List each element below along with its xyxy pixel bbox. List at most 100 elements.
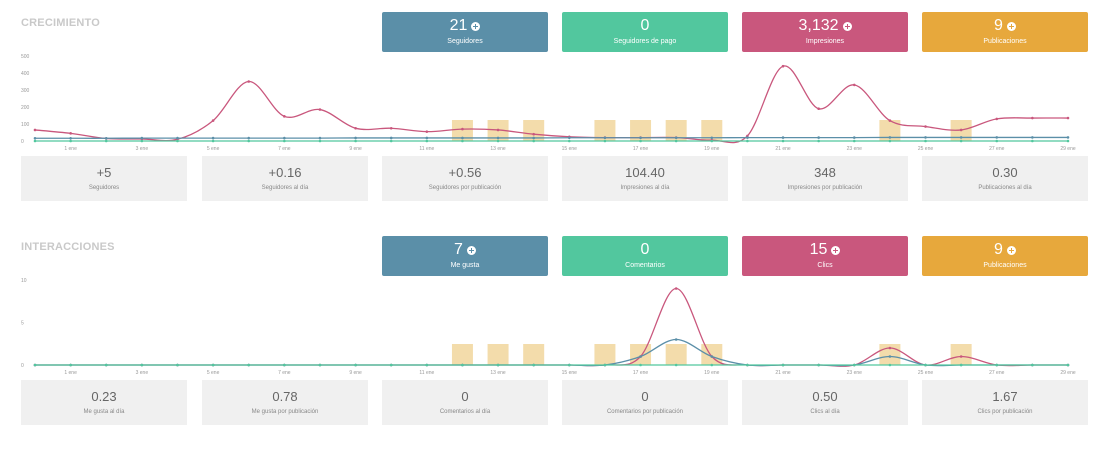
- x-tick-label: 17 ene: [633, 370, 649, 376]
- series-point: [389, 126, 393, 130]
- series-point: [603, 136, 607, 140]
- series-point: [318, 108, 322, 111]
- series-point: [33, 128, 37, 132]
- kpi-me-gusta[interactable]: 7 Me gusta: [382, 236, 548, 276]
- plus-circle-icon[interactable]: [1006, 245, 1016, 255]
- series-point: [568, 363, 571, 367]
- plus-circle-icon[interactable]: [1006, 21, 1016, 31]
- plus-circle-icon[interactable]: [466, 245, 476, 255]
- kpi-label: Seguidores de pago: [613, 38, 677, 45]
- series-point: [532, 139, 535, 143]
- series-point: [888, 355, 892, 358]
- series-point: [532, 136, 535, 140]
- series-point: [959, 363, 963, 367]
- post-bar: [451, 120, 473, 141]
- x-tick-label: 7 ene: [278, 370, 291, 376]
- kpi-value: 9: [994, 241, 1003, 258]
- series-point: [104, 136, 108, 140]
- stat-label: Impresiones al día: [620, 185, 670, 191]
- x-tick-label: 17 ene: [633, 146, 649, 152]
- post-bar: [630, 120, 652, 141]
- kpi-clics[interactable]: 15 Clics: [742, 236, 908, 276]
- stat-label: Me gusta al día: [83, 409, 125, 415]
- kpi-label: Impresiones: [805, 38, 845, 45]
- series-point: [674, 338, 678, 341]
- series-point: [746, 136, 749, 139]
- x-tick-label: 21 ene: [775, 146, 791, 152]
- stat-value: 1.67: [992, 389, 1018, 404]
- plus-circle-icon[interactable]: [842, 21, 852, 31]
- kpi-publicaciones[interactable]: 9 Publicaciones: [922, 12, 1088, 52]
- series-point: [852, 136, 856, 139]
- stat-value: 0: [461, 389, 469, 404]
- x-tick-label: 9 ene: [349, 146, 362, 152]
- kpi-seguidores-de-pago[interactable]: 0 Seguidores de pago: [562, 12, 728, 52]
- x-tick-label: 3 ene: [136, 370, 149, 376]
- x-tick-label: 1 ene: [64, 370, 77, 376]
- kpi-impresiones[interactable]: 3,132 Impresiones: [742, 12, 908, 52]
- series-point: [852, 139, 856, 143]
- series-point: [461, 136, 464, 140]
- plus-circle-icon[interactable]: [831, 245, 841, 255]
- series-point: [283, 136, 286, 140]
- series-point: [318, 363, 322, 367]
- x-tick-label: 27 ene: [989, 370, 1005, 376]
- series-point: [924, 139, 927, 143]
- stat-value: 348: [814, 165, 836, 180]
- series-line: [35, 287, 1069, 367]
- kpi-comentarios[interactable]: 0 Comentarios: [562, 236, 728, 276]
- series-point: [425, 139, 429, 143]
- x-tick-label: 3 ene: [136, 146, 149, 152]
- series-point: [781, 139, 785, 143]
- x-tick-label: 13 ene: [490, 146, 506, 152]
- kpi-value: 7: [454, 241, 463, 258]
- series-point: [995, 136, 999, 139]
- y-tick-label: 100: [21, 122, 30, 128]
- series-point: [389, 136, 393, 140]
- series-point: [888, 363, 892, 367]
- kpi-label: Seguidores: [447, 38, 483, 45]
- kpi-seguidores[interactable]: 21 Seguidores: [382, 12, 548, 52]
- series-point: [817, 136, 820, 139]
- post-bar: [523, 344, 545, 365]
- series-point: [674, 287, 678, 290]
- series-point: [69, 132, 72, 135]
- series-point: [140, 136, 144, 140]
- series-point: [924, 136, 927, 139]
- x-tick-label: 21 ene: [775, 370, 791, 376]
- section-title-interacciones: INTERACCIONES: [21, 241, 115, 253]
- stat-value: 0.50: [812, 389, 838, 404]
- series-point: [211, 136, 215, 140]
- series-point: [888, 139, 892, 143]
- series-point: [389, 363, 393, 367]
- series-point: [674, 139, 678, 143]
- series-point: [211, 119, 215, 122]
- y-tick-label: 10: [21, 278, 27, 284]
- series-point: [247, 80, 251, 83]
- plus-circle-icon[interactable]: [471, 21, 481, 31]
- y-tick-label: 500: [21, 54, 30, 60]
- series-point: [710, 136, 714, 140]
- series-point: [247, 139, 251, 143]
- series-point: [496, 136, 500, 140]
- stat-card: 0.30 Publicaciones al día: [922, 156, 1088, 201]
- y-tick-label: 0: [21, 363, 24, 369]
- series-point: [781, 64, 785, 68]
- post-bar: [950, 344, 972, 365]
- series-point: [959, 139, 963, 143]
- kpi-publicaciones-2[interactable]: 9 Publicaciones: [922, 236, 1088, 276]
- stat-card: +0.16 Seguidores al día: [202, 156, 368, 201]
- series-point: [461, 139, 464, 143]
- series-point: [247, 136, 251, 140]
- series-point: [69, 139, 72, 143]
- series-point: [318, 136, 322, 140]
- stat-value: 0.30: [992, 165, 1018, 180]
- series-point: [104, 139, 108, 143]
- x-tick-label: 11 ene: [419, 370, 434, 376]
- series-line: [34, 136, 1068, 139]
- post-bar: [665, 120, 687, 141]
- x-tick-label: 19 ene: [704, 146, 720, 152]
- kpi-label: Publicaciones: [983, 38, 1027, 45]
- stat-value: +0.56: [448, 165, 482, 180]
- series-point: [781, 136, 785, 139]
